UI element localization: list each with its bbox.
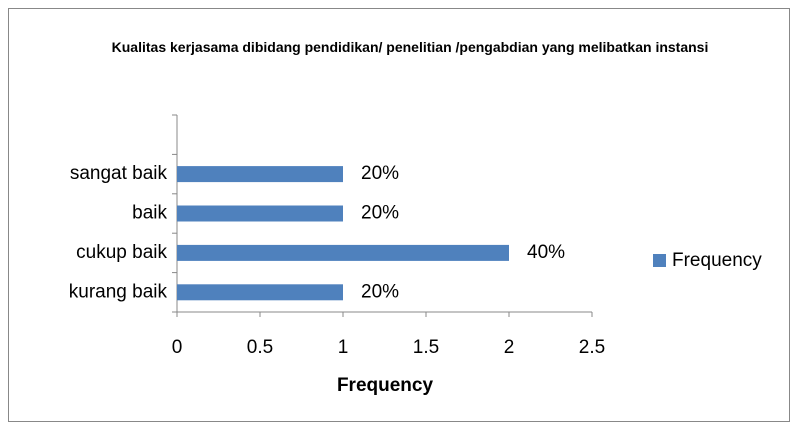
x-tick-label: 2: [504, 337, 515, 358]
legend-label: Frequency: [672, 250, 762, 271]
chart-border: [8, 8, 790, 422]
chart-title: Kualitas kerjasama dibidang pendidikan/ …: [111, 39, 709, 55]
bar: [177, 244, 509, 261]
data-label: 20%: [361, 281, 399, 302]
x-axis-title: Frequency: [337, 375, 434, 396]
x-tick-label: 0: [172, 337, 183, 358]
y-tick-label: baik: [132, 203, 167, 224]
data-label: 20%: [361, 203, 399, 224]
bar: [177, 166, 343, 183]
x-tick-label: 1.5: [413, 337, 439, 358]
y-tick-label: cukup baik: [76, 242, 167, 263]
data-label: 40%: [527, 242, 565, 263]
x-tick-label: 2.5: [579, 337, 605, 358]
bar: [177, 205, 343, 222]
bar: [177, 284, 343, 301]
x-tick-label: 1: [338, 337, 349, 358]
y-tick-label: kurang baik: [69, 281, 168, 302]
x-tick-label: 0.5: [247, 337, 273, 358]
legend-swatch: [653, 254, 666, 267]
y-tick-label: sangat baik: [70, 163, 168, 184]
data-label: 20%: [361, 163, 399, 184]
